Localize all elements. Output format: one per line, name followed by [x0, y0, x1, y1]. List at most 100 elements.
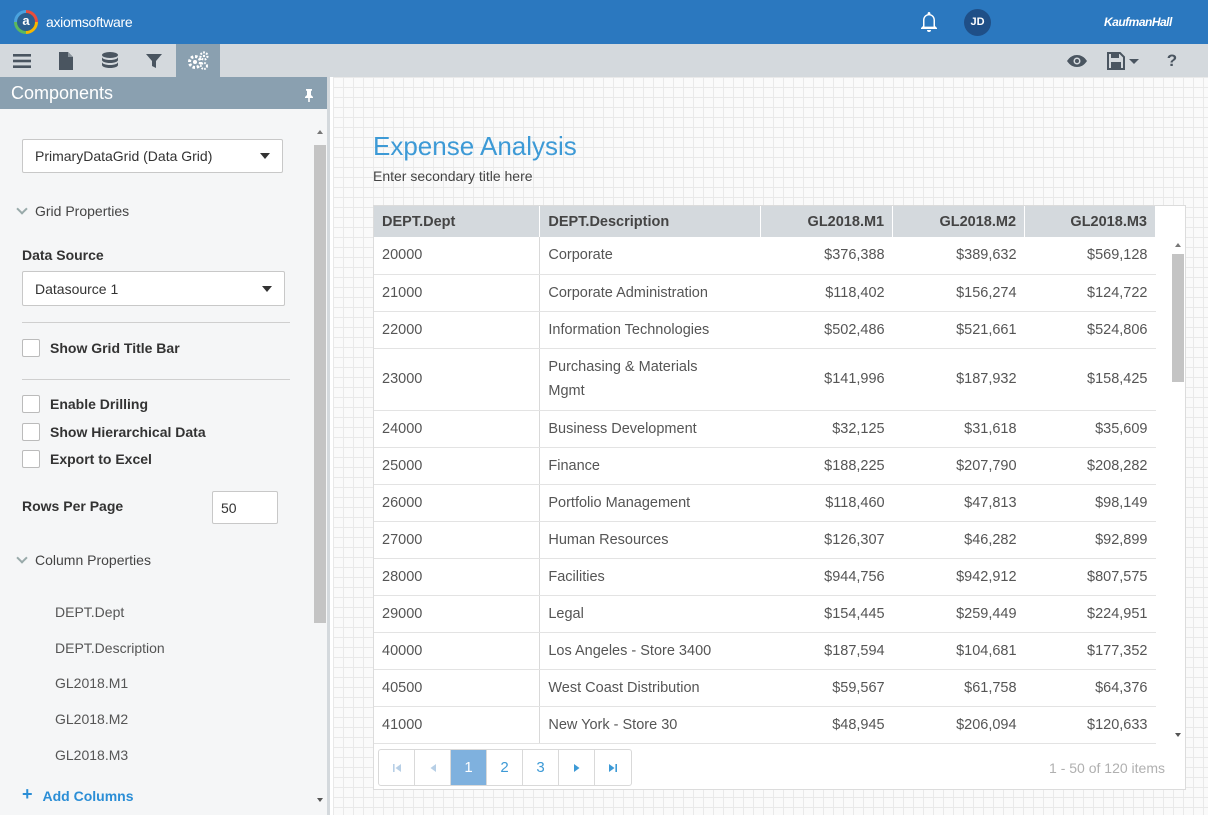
page-button-2[interactable]: 2: [487, 750, 523, 785]
m1-cell: $118,460: [760, 484, 893, 522]
description-cell: Corporate Administration: [539, 274, 761, 312]
dept-cell: 28000: [374, 558, 541, 596]
page-button-3[interactable]: 3: [523, 750, 559, 785]
m1-cell: $188,225: [760, 447, 893, 485]
column-item[interactable]: GL2018.M1: [55, 675, 129, 691]
m1-cell: $187,594: [760, 632, 893, 670]
show-hierarchical-checkbox[interactable]: [22, 423, 40, 441]
column-item[interactable]: DEPT.Dept: [55, 604, 125, 620]
table-row[interactable]: 40500 West Coast Distribution $59,567 $61,7…: [374, 669, 1156, 707]
panel-scroll-thumb[interactable]: [314, 145, 326, 623]
notifications-bell-icon[interactable]: [917, 10, 941, 39]
data-source-label: Data Source: [22, 247, 104, 263]
m3-cell: $569,128: [1024, 237, 1156, 275]
column-header[interactable]: GL2018.M1: [760, 206, 894, 237]
table-row[interactable]: 28000 Facilities $944,756 $942,912 $807,575: [374, 558, 1156, 596]
m3-cell: $92,899: [1024, 521, 1156, 559]
description-cell: Business Development: [539, 410, 761, 448]
database-icon[interactable]: [88, 44, 132, 77]
data-source-select[interactable]: Datasource 1: [22, 271, 285, 306]
table-row[interactable]: 24000 Business Development $32,125 $31,618 $…: [374, 410, 1156, 448]
m3-cell: $158,425: [1024, 348, 1156, 411]
m3-cell: $524,806: [1024, 311, 1156, 349]
data-source-value: Datasource 1: [35, 280, 119, 297]
pager-info: 1 - 50 of 120 items: [1049, 760, 1165, 776]
table-row[interactable]: 23000 Purchasing & Materials Mgmt $141,996…: [374, 348, 1156, 411]
prev-page-button[interactable]: [415, 750, 451, 785]
column-properties-toggle[interactable]: Column Properties: [16, 552, 151, 568]
rows-per-page-input[interactable]: 50: [212, 491, 278, 524]
table-row[interactable]: 27000 Human Resources $126,307 $46,282 $92,8…: [374, 521, 1156, 559]
m1-cell: $59,567: [760, 669, 893, 707]
table-row[interactable]: 26000 Portfolio Management $118,460 $47,813…: [374, 484, 1156, 522]
grid-scroll-thumb[interactable]: [1172, 254, 1184, 382]
enable-drilling-option[interactable]: Enable Drilling: [22, 395, 148, 413]
component-select[interactable]: PrimaryDataGrid (Data Grid): [22, 139, 283, 173]
show-hierarchical-option[interactable]: Show Hierarchical Data: [22, 423, 206, 441]
report-title[interactable]: Expense Analysis: [373, 131, 577, 161]
m2-cell: $389,632: [892, 237, 1025, 275]
m1-cell: $944,756: [760, 558, 893, 596]
enable-drilling-label: Enable Drilling: [50, 396, 149, 412]
divider: [22, 379, 290, 380]
gears-icon[interactable]: [176, 44, 220, 77]
dept-cell: 21000: [374, 274, 541, 312]
panel-scrollbar[interactable]: [313, 127, 327, 809]
eye-icon[interactable]: [1055, 44, 1099, 77]
column-item[interactable]: GL2018.M2: [55, 711, 129, 727]
filter-icon[interactable]: [132, 44, 176, 77]
column-header[interactable]: DEPT.Description: [539, 206, 762, 237]
table-row[interactable]: 41000 New York - Store 30 $48,945 $206,094 $…: [374, 706, 1156, 744]
data-grid: DEPT.Dept DEPT.Description GL2018.M1 GL2…: [373, 205, 1186, 790]
column-properties-label: Column Properties: [35, 552, 151, 568]
save-icon[interactable]: [1103, 44, 1147, 77]
scroll-down-icon: [317, 798, 323, 802]
show-hierarchical-label: Show Hierarchical Data: [50, 424, 206, 440]
first-page-button[interactable]: [379, 750, 415, 785]
menu-icon[interactable]: [0, 44, 44, 77]
show-grid-title-bar-checkbox[interactable]: [22, 339, 40, 357]
column-header[interactable]: GL2018.M2: [892, 206, 1026, 237]
export-excel-checkbox[interactable]: [22, 450, 40, 468]
column-item[interactable]: DEPT.Description: [55, 640, 165, 656]
report-subtitle[interactable]: Enter secondary title here: [373, 168, 533, 184]
add-columns-button[interactable]: + Add Columns: [22, 784, 134, 805]
kaufmanhall-logo: KaufmanHall: [1104, 15, 1172, 29]
m3-cell: $807,575: [1024, 558, 1156, 596]
grid-properties-toggle[interactable]: Grid Properties: [16, 203, 130, 219]
description-cell: Corporate: [539, 237, 761, 275]
table-row[interactable]: 40000 Los Angeles - Store 3400 $187,594 $10…: [374, 632, 1156, 670]
description-cell: Facilities: [539, 558, 761, 596]
page-button-1[interactable]: 1: [451, 750, 487, 785]
pager: 1 2 3: [378, 749, 632, 786]
table-row[interactable]: 22000 Information Technologies $502,486 $52…: [374, 311, 1156, 349]
document-icon[interactable]: [44, 44, 88, 77]
m3-cell: $208,282: [1024, 447, 1156, 485]
dept-cell: 29000: [374, 595, 541, 633]
table-row[interactable]: 21000 Corporate Administration $118,402 $15…: [374, 274, 1156, 312]
m3-cell: $64,376: [1024, 669, 1156, 707]
enable-drilling-checkbox[interactable]: [22, 395, 40, 413]
description-cell: Purchasing & Materials Mgmt: [539, 348, 761, 411]
m3-cell: $35,609: [1024, 410, 1156, 448]
grid-properties-label: Grid Properties: [35, 203, 130, 219]
last-page-button[interactable]: [595, 750, 631, 785]
user-avatar[interactable]: JD: [964, 9, 991, 36]
column-header[interactable]: DEPT.Dept: [374, 206, 541, 237]
show-grid-title-bar-option[interactable]: Show Grid Title Bar: [22, 339, 180, 357]
export-excel-option[interactable]: Export to Excel: [22, 450, 152, 468]
column-item[interactable]: GL2018.M3: [55, 747, 129, 763]
next-page-button[interactable]: [559, 750, 595, 785]
table-row[interactable]: 25000 Finance $188,225 $207,790 $208,282: [374, 447, 1156, 485]
pin-icon[interactable]: [303, 86, 315, 107]
m1-cell: $118,402: [760, 274, 893, 312]
m3-cell: $177,352: [1024, 632, 1156, 670]
help-icon[interactable]: ?: [1166, 50, 1178, 70]
axiom-logo[interactable]: axiomsoftware: [14, 10, 133, 34]
grid-scrollbar[interactable]: [1171, 238, 1185, 743]
add-columns-label: Add Columns: [42, 787, 134, 804]
table-row[interactable]: 20000 Corporate $376,388 $389,632 $569,128: [374, 237, 1156, 275]
table-row[interactable]: 29000 Legal $154,445 $259,449 $224,951: [374, 595, 1156, 633]
column-header[interactable]: GL2018.M3: [1024, 206, 1156, 237]
description-cell: Legal: [539, 595, 761, 633]
